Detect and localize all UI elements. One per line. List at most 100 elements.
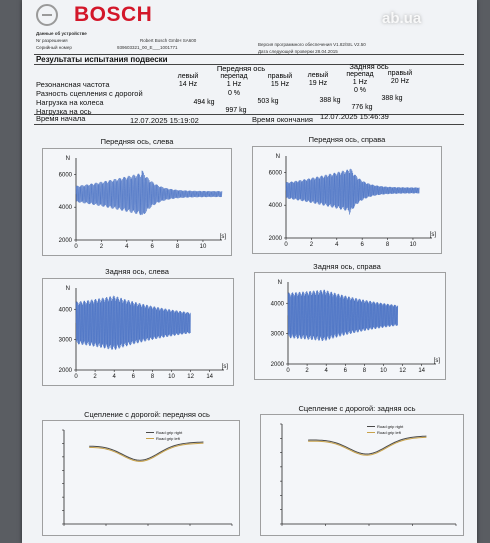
chart-frame [260,414,464,536]
grip-diff-rear: 0 % [353,87,367,94]
col-front-left: левый [177,73,199,80]
chart-rear-right: N [s] 4000 3000 2000 0 2 4 6 8 10 12 14 [254,272,446,380]
wheel-load-front-left: 494 kg [193,99,215,106]
grip-right-line [308,435,427,455]
watermark: ab.ua [382,10,422,27]
waveform-line [75,170,223,216]
bosch-logo-icon [36,4,58,26]
x-unit-label: [s] [222,364,229,370]
results-title: Результаты испытания подвески [36,55,168,64]
resonance-front-left: 14 Hz [178,81,198,88]
legend-label: Road grip right [156,430,183,435]
chart-front-right: N [s] 6000 4000 2000 0 2 4 6 8 10 [252,146,442,254]
x-tick-label: 0 [74,244,78,250]
chart-title-grip-rear: Сцепление с дорогой: задняя ось [298,404,416,413]
x-tick-label: 10 [380,368,387,374]
x-unit-label: [s] [220,234,227,240]
y-unit-label: N [66,156,70,162]
x-tick-label: 2 [93,374,97,380]
x-tick-label: 8 [363,368,367,374]
waveform-line [287,289,399,342]
x-tick-label: 8 [176,244,180,250]
axle-load-front: 997 kg [225,107,247,114]
x-unit-label: [s] [434,358,441,364]
row-label-wheel-load: Нагрузка на колеса [36,98,104,107]
x-tick-label: 8 [386,242,390,248]
grip-left-line [308,436,427,456]
resonance-rear-left: 19 Hz [308,80,328,87]
y-tick-label: 6000 [59,172,73,178]
col-rear-left: левый [307,72,329,79]
chart-title-rear-right: Задняя ось, справа [313,262,381,271]
x-tick-label: 0 [74,374,78,380]
separator [34,64,464,65]
x-tick-label: 14 [418,368,425,374]
x-tick-label: 14 [206,374,213,380]
x-tick-label: 6 [151,244,155,250]
legend-label: Road grip right [377,424,404,429]
x-tick-label: 6 [132,374,136,380]
resonance-rear-right: 20 Hz [390,78,410,85]
y-tick-label: 4000 [59,205,73,211]
front-axle-header: Передняя ось [216,64,266,73]
report-page: BOSCH ab.ua Данные об устройстве Nr разр… [22,0,477,543]
x-tick-label: 12 [187,374,194,380]
y-tick-label: 6000 [269,170,283,176]
col-rear-diff: перепад [346,71,374,78]
col-rear-right: правый [387,70,413,77]
chart-title-grip-front: Сцепление с дорогой: передняя ось [84,410,210,419]
y-tick-label: 3000 [59,338,73,344]
software-version: Версия программного обеспечения V1.82/SI… [258,42,366,47]
resonance-front-right: 15 Hz [270,81,290,88]
legend-label: Road grip left [377,430,402,435]
rear-axle-header: Задняя ось [349,62,389,71]
separator [34,124,464,125]
device-label: Данные об устройстве [36,31,87,36]
col-front-diff: перепад [220,73,248,80]
resonance-front-diff: 1 Hz [226,81,242,88]
x-tick-label: 10 [168,374,175,380]
waveform-line [285,168,420,215]
chart-title-front-left: Передняя ось, слева [100,137,174,146]
manufacturer: Robert Bosch GmbH SA600 [140,38,197,43]
chart-rear-left: N [s] 4000 3000 2000 0 2 4 6 8 10 12 14 [42,278,234,386]
serial-value: 939603321_00_E___1001771 [117,45,178,50]
grip-right-line [89,441,204,461]
wheel-load-rear-right: 388 kg [381,95,403,102]
x-tick-label: 12 [399,368,406,374]
row-label-resonance: Резонансная частота [36,80,110,89]
y-unit-label: N [66,286,70,292]
x-tick-label: 0 [286,368,290,374]
end-value: 12.07.2025 15:46:39 [320,112,389,121]
y-tick-label: 2000 [59,238,73,244]
y-unit-label: N [278,280,282,286]
serial-label: Серийный номер [36,45,72,50]
x-tick-label: 4 [125,244,129,250]
grip-left-line [89,442,204,462]
x-tick-label: 2 [100,244,104,250]
x-tick-label: 8 [151,374,155,380]
y-tick-label: 2000 [269,236,283,242]
y-tick-label: 4000 [271,301,285,307]
brand-name: BOSCH [74,3,153,26]
start-label: Время начала [36,114,86,123]
end-label: Время окончания [252,115,313,124]
x-tick-label: 10 [410,242,417,248]
update-date: Дата следующей проверки 28.04.2015 [258,49,338,54]
y-unit-label: N [276,154,280,160]
row-label-axle-load: Нагрузка на ось [36,107,92,116]
axle-load-rear: 776 kg [351,104,373,111]
grip-diff-front: 0 % [227,90,241,97]
x-unit-label: [s] [430,232,437,238]
x-tick-label: 4 [325,368,329,374]
waveform-line [75,295,191,350]
resonance-rear-diff: 1 Hz [352,79,368,86]
x-tick-label: 4 [113,374,117,380]
y-tick-label: 4000 [59,307,73,313]
